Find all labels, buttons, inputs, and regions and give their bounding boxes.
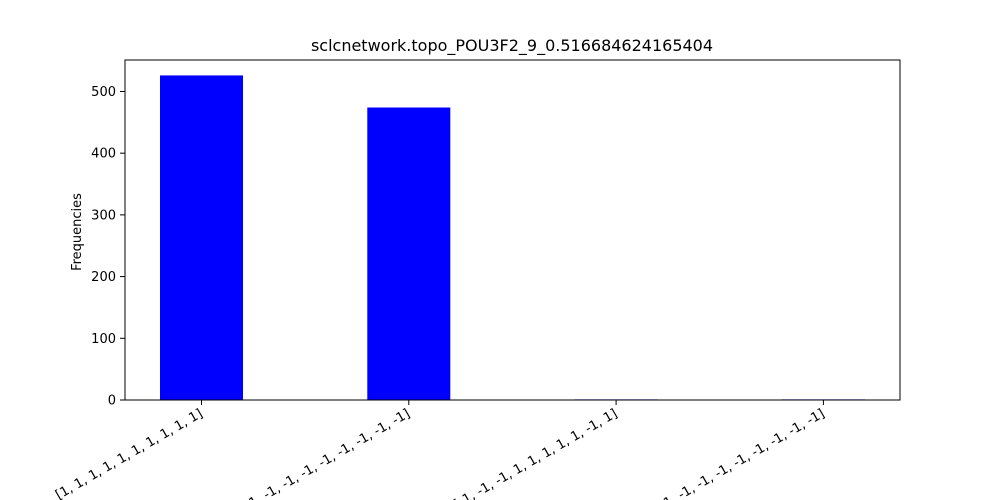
x-tick-label: [1, 1, 1, 1, 1, 1, 1, 1, 1, 1] xyxy=(53,406,205,500)
x-tick-label: [-1, -1, -1, -1, -1, -1, -1, -1, -1, -1] xyxy=(634,406,827,500)
bar xyxy=(367,107,451,400)
chart-title: sclcnetwork.topo_POU3F2_9_0.516684624165… xyxy=(311,36,713,56)
y-tick-label: 500 xyxy=(91,85,116,100)
y-tick-label: 0 xyxy=(108,394,116,409)
bars-layer xyxy=(160,75,865,400)
bar xyxy=(160,75,243,400)
plot-frame xyxy=(124,59,901,401)
y-ticks-layer: 0 100 200 300 400 500 xyxy=(91,85,125,409)
y-tick-label: 400 xyxy=(91,147,116,162)
x-tick-label: [-1, -1, -1, -1, -1, -1, -1, -1, -1, -1] xyxy=(220,406,413,500)
y-tick-label: 200 xyxy=(91,270,116,285)
x-tick-label: [-1, -1, -1, 1, 1, 1, 1, 1, -1, 1] xyxy=(452,406,621,500)
y-axis-label: Frequencies xyxy=(70,193,85,271)
y-tick-label: 100 xyxy=(91,332,116,347)
x-ticks-layer: [1, 1, 1, 1, 1, 1, 1, 1, 1, 1] [-1, -1, -… xyxy=(53,400,827,500)
y-tick-label: 300 xyxy=(91,208,116,223)
